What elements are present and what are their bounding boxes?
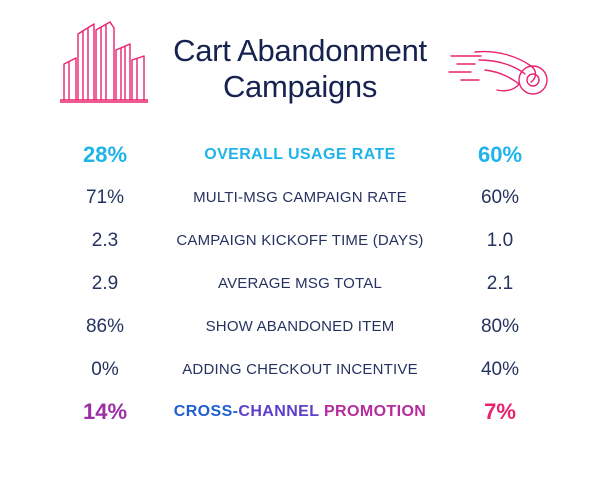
- metric-label: MULTI-MSG CAMPAIGN RATE: [193, 189, 407, 206]
- label-part-cross: CROSS-: [173, 403, 239, 420]
- table-row: 0% ADDING CHECKOUT INCENTIVE 40%: [0, 355, 600, 385]
- metric-label: OVERALL USAGE RATE: [204, 146, 396, 163]
- right-value: 1.0: [486, 230, 514, 251]
- left-value: 28%: [82, 142, 128, 167]
- table-row: 86% SHOW ABANDONED ITEM 80%: [0, 312, 600, 342]
- left-value: 2.3: [91, 230, 119, 251]
- winged-shoe-icon: [448, 50, 548, 95]
- label-part-promotion: PROMOTION: [323, 403, 427, 420]
- label-part-channel: CHANNEL: [238, 403, 320, 420]
- table-row: 71% MULTI-MSG CAMPAIGN RATE 60%: [0, 183, 600, 213]
- right-value: 7%: [484, 399, 516, 424]
- right-value: 40%: [480, 359, 520, 380]
- right-value: 60%: [480, 187, 520, 208]
- right-value: 2.1: [486, 273, 514, 294]
- right-value: 60%: [477, 142, 523, 167]
- left-value: 0%: [91, 359, 119, 380]
- metric-label: SHOW ABANDONED ITEM: [205, 318, 395, 335]
- page-title-line-1: Cart Abandonment: [173, 33, 427, 68]
- table-row: 14% CROSS-CHANNEL PROMOTION 7%: [0, 397, 600, 427]
- metric-label: AVERAGE MSG TOTAL: [218, 275, 382, 292]
- buildings-icon: [60, 21, 148, 103]
- metric-label: CAMPAIGN KICKOFF TIME (DAYS): [176, 232, 424, 249]
- metric-label: CROSS-CHANNEL PROMOTION: [150, 397, 450, 427]
- left-value: 2.9: [91, 273, 119, 294]
- metric-label: ADDING CHECKOUT INCENTIVE: [182, 361, 418, 378]
- left-value: 86%: [85, 316, 125, 337]
- left-value: 71%: [85, 187, 125, 208]
- left-value: 14%: [82, 399, 128, 424]
- table-row: 2.3 CAMPAIGN KICKOFF TIME (DAYS) 1.0: [0, 226, 600, 256]
- right-value: 80%: [480, 316, 520, 337]
- table-row: 2.9 AVERAGE MSG TOTAL 2.1: [0, 269, 600, 299]
- table-row: 28% OVERALL USAGE RATE 60%: [0, 140, 600, 170]
- page-title-line-2: Campaigns: [222, 69, 378, 104]
